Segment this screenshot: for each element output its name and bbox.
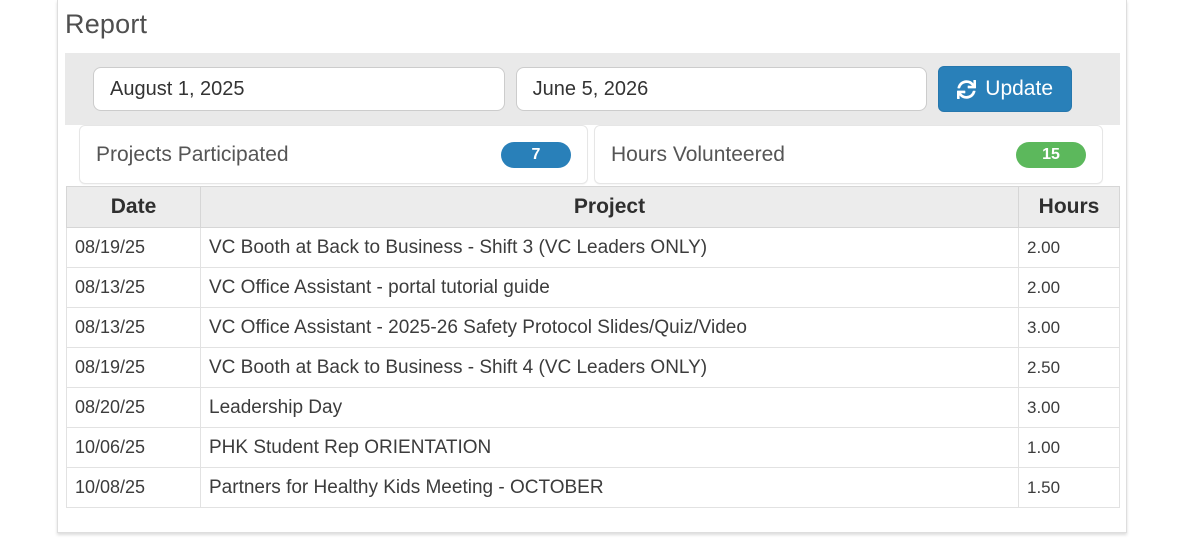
table-row: 08/20/25 Leadership Day 3.00 <box>66 387 1120 428</box>
stat-hours-volunteered: Hours Volunteered 15 <box>594 125 1103 184</box>
page-title: Report <box>65 9 148 39</box>
stat-label: Projects Participated <box>96 142 289 166</box>
cell-hours: 3.00 <box>1018 307 1120 348</box>
filter-bar: Update <box>65 53 1120 125</box>
table-row: 08/19/25 VC Booth at Back to Business - S… <box>66 347 1120 388</box>
column-header-hours: Hours <box>1018 186 1120 228</box>
stat-label: Hours Volunteered <box>611 142 785 166</box>
cell-date: 08/13/25 <box>66 267 201 308</box>
stat-count-badge: 7 <box>501 141 571 168</box>
report-table: Date Project Hours 08/19/25 VC Booth at B… <box>66 186 1120 508</box>
start-date-input[interactable] <box>93 67 505 111</box>
update-button-label: Update <box>985 77 1053 100</box>
table-row: 08/13/25 VC Office Assistant - portal tut… <box>66 267 1120 308</box>
stats-row: Projects Participated 7 Hours Volunteere… <box>79 125 1103 184</box>
cell-hours: 2.00 <box>1018 267 1120 308</box>
column-header-project: Project <box>200 186 1019 228</box>
table-row: 08/13/25 VC Office Assistant - 2025-26 Sa… <box>66 307 1120 348</box>
cell-date: 08/13/25 <box>66 307 201 348</box>
cell-project: Leadership Day <box>200 387 1019 428</box>
cell-date: 08/19/25 <box>66 347 201 388</box>
report-card: Report Update Projects Participated 7 Ho… <box>57 0 1127 533</box>
cell-project: VC Office Assistant - portal tutorial gu… <box>200 267 1019 308</box>
report-table-body: 08/19/25 VC Booth at Back to Business - S… <box>66 227 1120 508</box>
cell-project: Partners for Healthy Kids Meeting - OCTO… <box>200 467 1019 508</box>
table-row: 08/19/25 VC Booth at Back to Business - S… <box>66 227 1120 268</box>
table-header-row: Date Project Hours <box>66 186 1120 228</box>
cell-hours: 2.50 <box>1018 347 1120 388</box>
cell-date: 08/20/25 <box>66 387 201 428</box>
cell-hours: 1.50 <box>1018 467 1120 508</box>
stat-projects-participated: Projects Participated 7 <box>79 125 588 184</box>
cell-project: PHK Student Rep ORIENTATION <box>200 427 1019 468</box>
cell-hours: 3.00 <box>1018 387 1120 428</box>
table-row: 10/08/25 Partners for Healthy Kids Meetin… <box>66 467 1120 508</box>
cell-hours: 1.00 <box>1018 427 1120 468</box>
cell-date: 08/19/25 <box>66 227 201 268</box>
cell-date: 10/08/25 <box>66 467 201 508</box>
cell-project: VC Office Assistant - 2025-26 Safety Pro… <box>200 307 1019 348</box>
cell-date: 10/06/25 <box>66 427 201 468</box>
update-button[interactable]: Update <box>938 66 1072 112</box>
cell-project: VC Booth at Back to Business - Shift 3 (… <box>200 227 1019 268</box>
refresh-icon <box>957 79 977 99</box>
stat-count-badge: 15 <box>1016 141 1086 168</box>
end-date-input[interactable] <box>515 67 928 111</box>
cell-project: VC Booth at Back to Business - Shift 4 (… <box>200 347 1019 388</box>
column-header-date: Date <box>66 186 201 228</box>
cell-hours: 2.00 <box>1018 227 1120 268</box>
table-row: 10/06/25 PHK Student Rep ORIENTATION 1.00 <box>66 427 1120 468</box>
